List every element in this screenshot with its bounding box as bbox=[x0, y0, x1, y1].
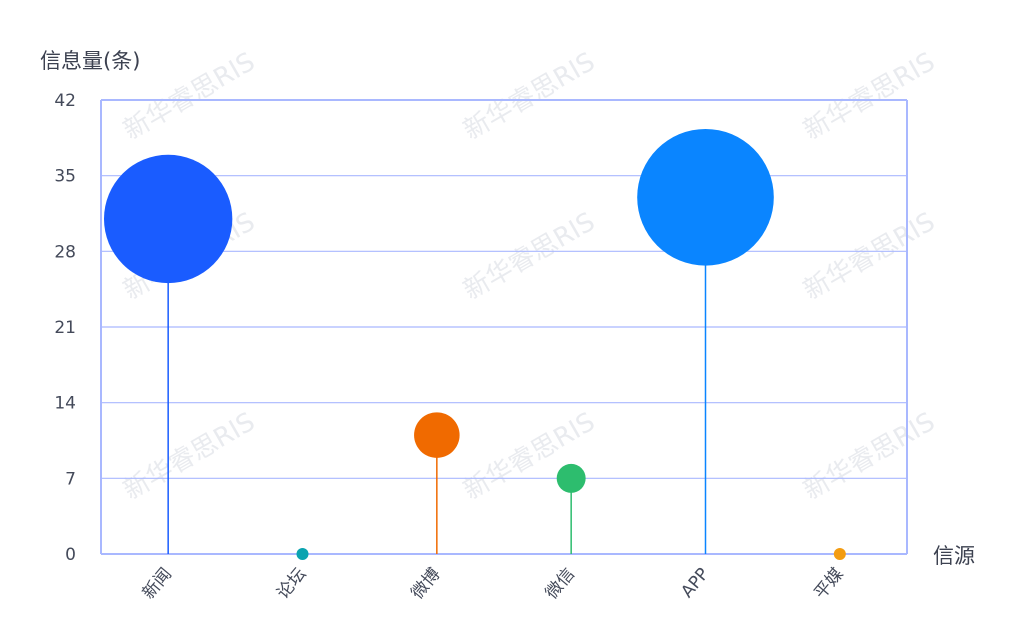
x-tick-label: 微博 bbox=[407, 564, 444, 603]
bubble-平媒 bbox=[833, 548, 846, 560]
watermark-text: 新华睿思RIS bbox=[799, 207, 941, 306]
x-tick-label: 微信 bbox=[542, 564, 579, 603]
bubble-论坛 bbox=[296, 548, 309, 560]
bubble-新闻 bbox=[103, 154, 233, 284]
bubbles bbox=[103, 128, 846, 560]
watermark-text: 新华睿思RIS bbox=[459, 207, 601, 306]
x-tick-label: 新闻 bbox=[139, 564, 176, 603]
watermark-text: 新华睿思RIS bbox=[459, 407, 601, 506]
y-tick-label: 28 bbox=[54, 242, 76, 262]
gridlines bbox=[100, 99, 908, 555]
y-tick-label: 21 bbox=[54, 318, 76, 338]
y-tick-label: 0 bbox=[65, 545, 76, 565]
y-tick-label: 42 bbox=[54, 91, 76, 111]
y-axis-title: 信息量(条) bbox=[40, 49, 140, 73]
x-tick-label: 平媒 bbox=[810, 564, 847, 603]
x-axis-title: 信源 bbox=[933, 544, 975, 568]
y-tick-label: 35 bbox=[54, 167, 76, 187]
bubble-APP bbox=[637, 128, 774, 266]
x-tick-labels: 新闻 论坛 微博 微信 APP 平媒 bbox=[139, 564, 848, 603]
y-tick-label: 7 bbox=[65, 469, 76, 489]
watermark-text: 新华睿思RIS bbox=[119, 407, 261, 506]
watermark-text: 新华睿思RIS bbox=[459, 47, 601, 146]
x-tick-label: 论坛 bbox=[273, 564, 310, 603]
bubble-微信 bbox=[556, 463, 586, 493]
y-tick-labels: 0 7 14 21 28 35 42 bbox=[54, 91, 76, 565]
bubble-微博 bbox=[414, 412, 460, 458]
y-tick-label: 14 bbox=[54, 394, 76, 414]
watermark-layer: 新华睿思RIS 新华睿思RIS 新华睿思RIS 新华睿思RIS 新华睿思RIS 新华睿思R… bbox=[119, 47, 941, 506]
x-tick-label: APP bbox=[677, 564, 713, 601]
watermark-text: 新华睿思RIS bbox=[799, 47, 941, 146]
watermark-text: 新华睿思RIS bbox=[799, 407, 941, 506]
